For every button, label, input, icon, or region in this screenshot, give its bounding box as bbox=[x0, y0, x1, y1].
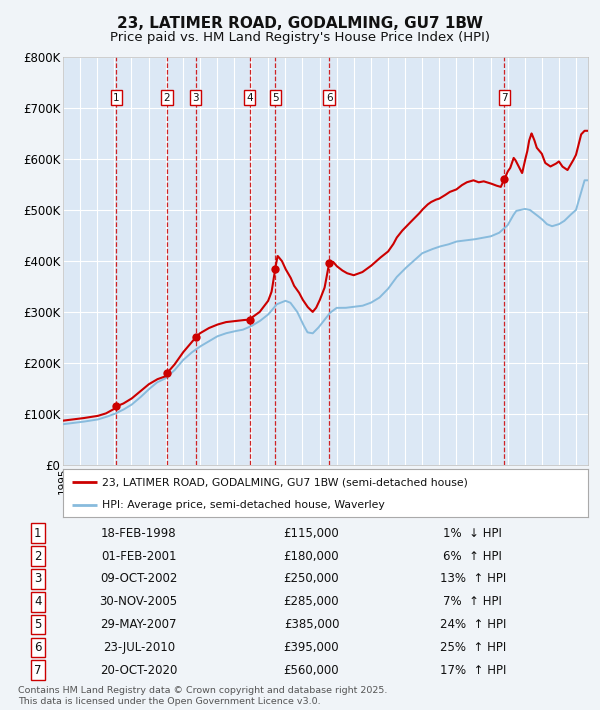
Text: Contains HM Land Registry data © Crown copyright and database right 2025.
This d: Contains HM Land Registry data © Crown c… bbox=[18, 686, 388, 706]
Text: £285,000: £285,000 bbox=[284, 595, 340, 608]
Text: £250,000: £250,000 bbox=[284, 572, 340, 586]
Text: 5: 5 bbox=[272, 92, 278, 103]
Text: 2: 2 bbox=[164, 92, 170, 103]
Text: 1%  ↓ HPI: 1% ↓ HPI bbox=[443, 527, 502, 540]
Text: 24%  ↑ HPI: 24% ↑ HPI bbox=[440, 618, 506, 631]
Text: Price paid vs. HM Land Registry's House Price Index (HPI): Price paid vs. HM Land Registry's House … bbox=[110, 31, 490, 44]
Text: 23-JUL-2010: 23-JUL-2010 bbox=[103, 641, 175, 654]
Text: 30-NOV-2005: 30-NOV-2005 bbox=[100, 595, 178, 608]
Text: £180,000: £180,000 bbox=[284, 550, 340, 562]
Text: £560,000: £560,000 bbox=[284, 664, 340, 677]
Text: 6%  ↑ HPI: 6% ↑ HPI bbox=[443, 550, 502, 562]
Text: 25%  ↑ HPI: 25% ↑ HPI bbox=[440, 641, 506, 654]
Text: 7: 7 bbox=[34, 664, 41, 677]
Text: 20-OCT-2020: 20-OCT-2020 bbox=[100, 664, 178, 677]
Text: 13%  ↑ HPI: 13% ↑ HPI bbox=[440, 572, 506, 586]
Text: 3: 3 bbox=[193, 92, 199, 103]
Text: 2: 2 bbox=[34, 550, 41, 562]
Text: 4: 4 bbox=[34, 595, 41, 608]
Text: 5: 5 bbox=[34, 618, 41, 631]
Text: 23, LATIMER ROAD, GODALMING, GU7 1BW: 23, LATIMER ROAD, GODALMING, GU7 1BW bbox=[117, 16, 483, 31]
Text: 1: 1 bbox=[113, 92, 119, 103]
Text: 18-FEB-1998: 18-FEB-1998 bbox=[101, 527, 176, 540]
Text: HPI: Average price, semi-detached house, Waverley: HPI: Average price, semi-detached house,… bbox=[103, 500, 385, 510]
Text: 4: 4 bbox=[247, 92, 253, 103]
Text: 09-OCT-2002: 09-OCT-2002 bbox=[100, 572, 178, 586]
Text: £395,000: £395,000 bbox=[284, 641, 340, 654]
Text: 29-MAY-2007: 29-MAY-2007 bbox=[100, 618, 177, 631]
Text: 7: 7 bbox=[501, 92, 508, 103]
Text: 17%  ↑ HPI: 17% ↑ HPI bbox=[440, 664, 506, 677]
Text: 3: 3 bbox=[34, 572, 41, 586]
Text: 6: 6 bbox=[34, 641, 41, 654]
Text: 1: 1 bbox=[34, 527, 41, 540]
Text: £115,000: £115,000 bbox=[284, 527, 340, 540]
Text: 23, LATIMER ROAD, GODALMING, GU7 1BW (semi-detached house): 23, LATIMER ROAD, GODALMING, GU7 1BW (se… bbox=[103, 477, 468, 487]
Text: 6: 6 bbox=[326, 92, 332, 103]
Text: 01-FEB-2001: 01-FEB-2001 bbox=[101, 550, 176, 562]
Text: 7%  ↑ HPI: 7% ↑ HPI bbox=[443, 595, 502, 608]
Text: £385,000: £385,000 bbox=[284, 618, 339, 631]
